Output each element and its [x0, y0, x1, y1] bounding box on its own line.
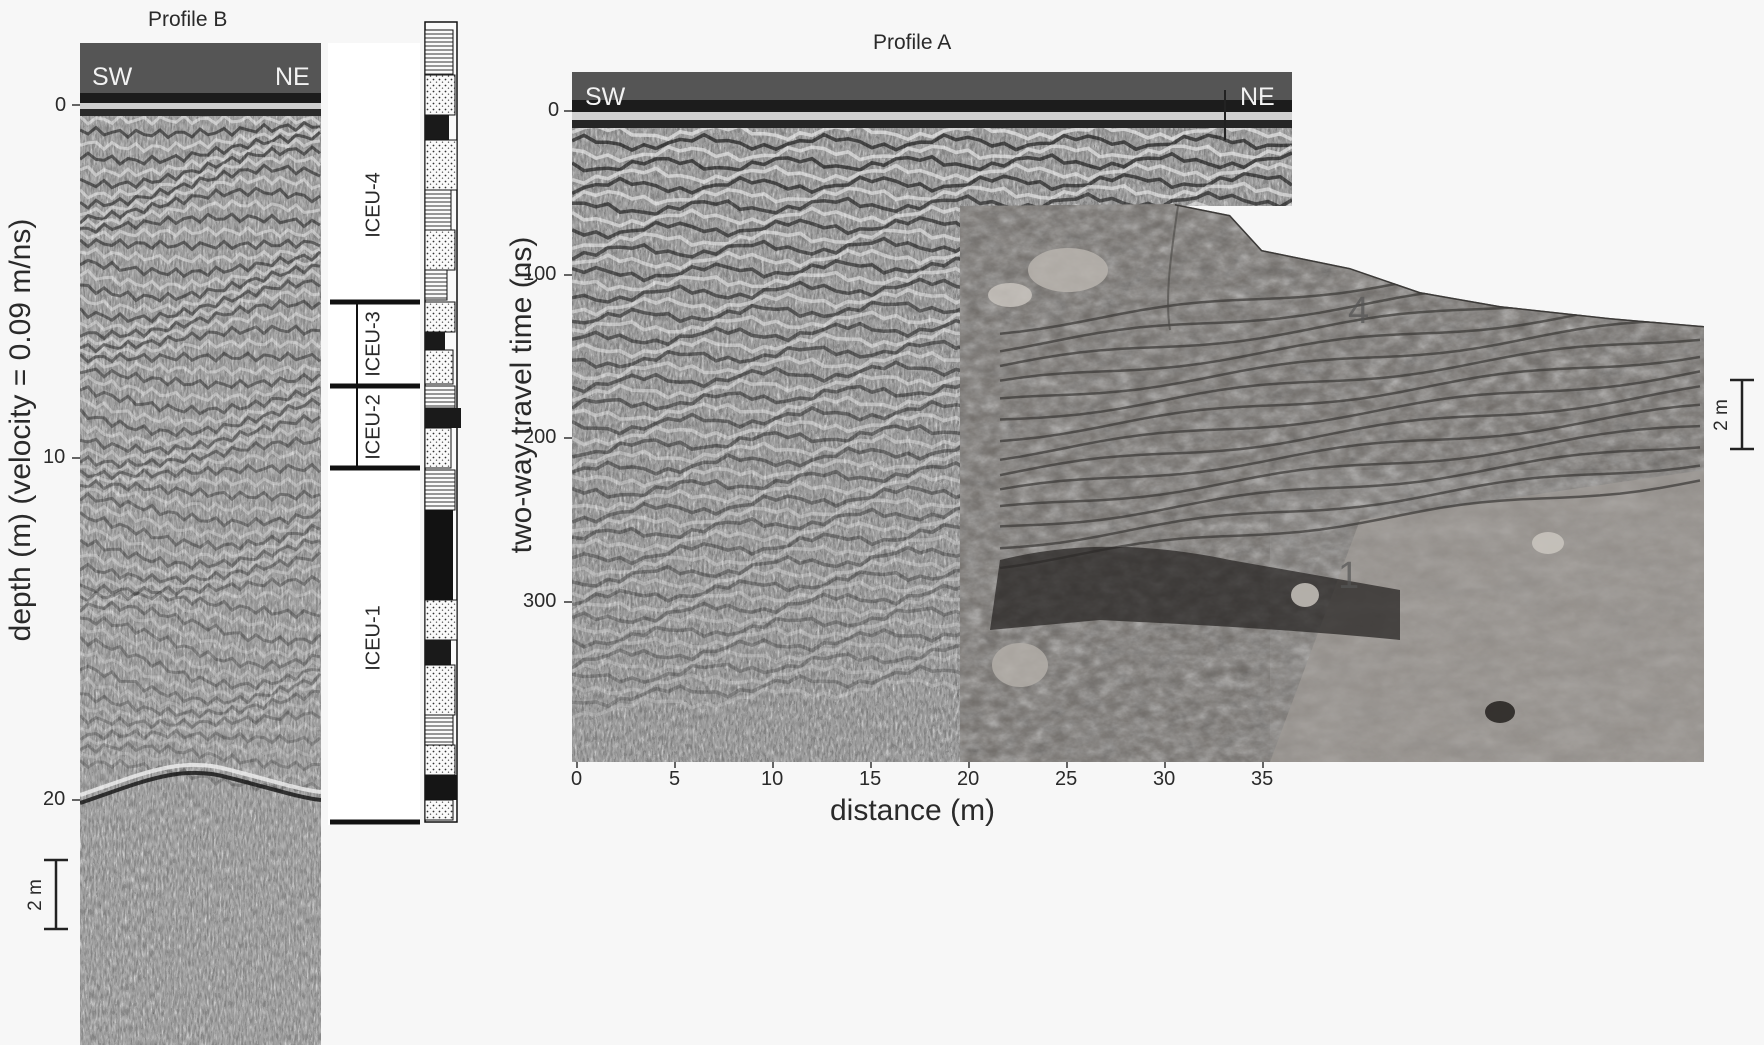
- profile-b-dir-right: NE: [275, 63, 310, 91]
- photo-unit-mark-1: 1: [1338, 555, 1360, 597]
- profile-a-x-tick-label: 5: [669, 768, 681, 790]
- photo-unit-mark-4: 4: [1348, 290, 1370, 332]
- profile-b-reflectors: [80, 114, 321, 805]
- profile-a-y-tick-100: 100: [523, 263, 557, 285]
- profile-b-dir-left: SW: [92, 63, 133, 91]
- profile-a-scale-bar: [1730, 378, 1754, 451]
- stratigraphic-column: [328, 43, 420, 825]
- log-unit-iceu3: ICEU-3: [362, 311, 385, 377]
- profile-a-y-axis-label: two-way travel time (ns): [505, 236, 538, 554]
- profile-a-x-tick-label: 15: [859, 768, 882, 790]
- profile-a-y-axis: [564, 110, 572, 603]
- profile-b-y-tick-10: 10: [43, 446, 66, 468]
- profile-b-y-tick-0: 0: [55, 94, 67, 116]
- profile-b-scale-bar: [44, 858, 68, 931]
- profile-a-dir-right: NE: [1240, 83, 1275, 111]
- profile-a-x-tick-label: 0: [571, 768, 583, 790]
- profile-b-y-axis-label: depth (m) (velocity = 0.09 m/ns): [4, 218, 37, 642]
- profile-b-y-tick-20: 20: [43, 788, 66, 810]
- profile-a-scale-label: 2 m: [1711, 399, 1732, 431]
- lithology-log: [424, 21, 461, 823]
- profile-a-dir-left: SW: [585, 83, 626, 111]
- profile-b-title: Profile B: [148, 8, 228, 31]
- profile-a-y-tick-0: 0: [548, 99, 560, 121]
- profile-b-radargram: [80, 43, 321, 1045]
- profile-a-x-axis-label: distance (m): [830, 794, 996, 827]
- log-unit-iceu1: ICEU-1: [362, 605, 385, 671]
- log-unit-iceu4: ICEU-4: [362, 172, 385, 238]
- profile-b-y-axis: [72, 104, 80, 801]
- profile-a-y-tick-200: 200: [523, 426, 557, 448]
- profile-a-y-tick-300: 300: [523, 590, 557, 612]
- profile-a-x-tick-label: 20: [957, 768, 980, 790]
- log-unit-iceu2: ICEU-2: [362, 394, 385, 460]
- profile-a-title: Profile A: [873, 31, 952, 54]
- profile-a-x-axis: [576, 762, 1264, 768]
- profile-b-scale-label: 2 m: [25, 879, 46, 911]
- profile-a-x-tick-label: 35: [1251, 768, 1274, 790]
- outcrop-photo: [960, 204, 1704, 762]
- profile-a-x-tick-label: 30: [1153, 768, 1176, 790]
- profile-a-x-tick-label: 25: [1055, 768, 1078, 790]
- profile-a-x-tick-label: 10: [761, 768, 784, 790]
